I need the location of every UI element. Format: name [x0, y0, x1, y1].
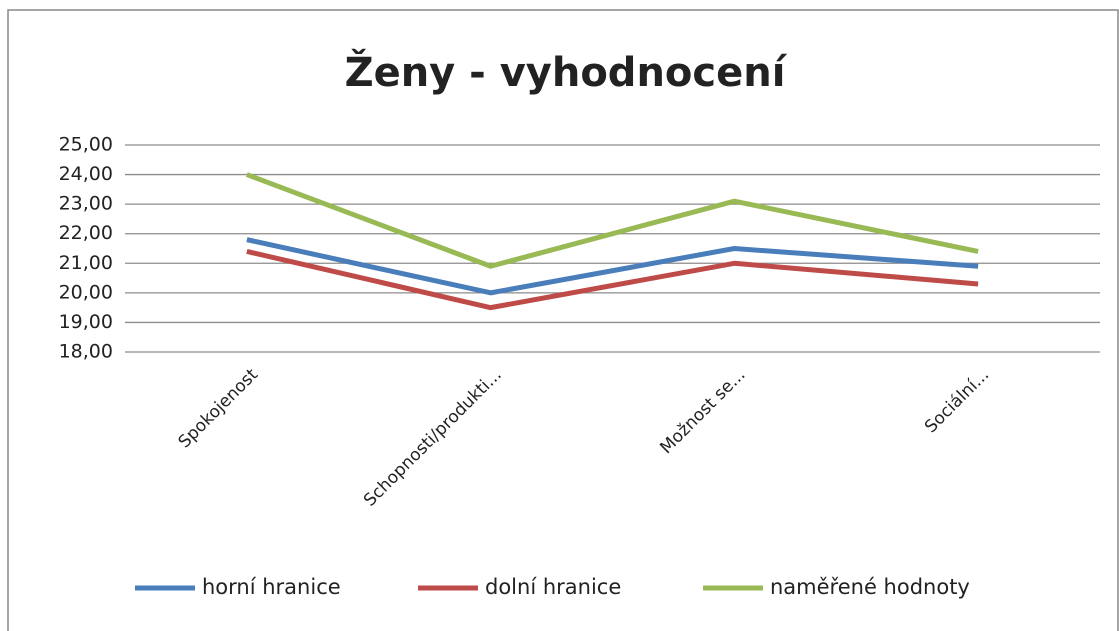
y-tick-label: 19,00	[59, 311, 113, 333]
chart-frame	[7, 9, 1119, 631]
y-tick-label: 18,00	[59, 341, 113, 363]
legend-label: naměřené hodnoty	[770, 575, 970, 599]
y-tick-label: 25,00	[59, 134, 113, 156]
series-line	[245, 172, 979, 269]
series-line	[246, 249, 979, 311]
legend-label: horní hranice	[202, 575, 341, 599]
series-line	[246, 237, 979, 296]
y-tick-label: 23,00	[59, 193, 113, 215]
y-tick-label: 24,00	[59, 163, 113, 185]
legend-label: dolní hranice	[485, 575, 621, 599]
y-tick-label: 22,00	[59, 222, 113, 244]
y-tick-label: 21,00	[59, 252, 113, 274]
chart-title: Ženy - vyhodnocení	[345, 48, 788, 96]
y-tick-label: 20,00	[59, 281, 113, 303]
